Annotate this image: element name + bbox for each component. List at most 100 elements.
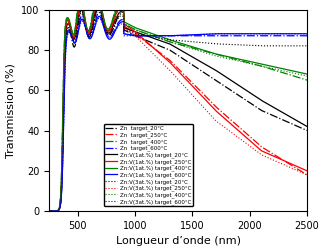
Zn  target_400°C <box>47 210 51 213</box>
Zn:V(3at.%) target_600°C <box>47 210 51 213</box>
Zn:V(1at.%) target_250°C <box>157 51 161 54</box>
Zn:V(3at.%) target_20°C <box>97 9 100 12</box>
Zn:V(1at.%) target_250°C <box>272 155 276 158</box>
Line: Zn:V(3at.%) target_250°C: Zn:V(3at.%) target_250°C <box>49 10 307 211</box>
Line: Zn  target_600°C: Zn target_600°C <box>49 12 307 211</box>
Zn:V(3at.%) target_600°C <box>305 32 309 35</box>
Zn:V(3at.%) target_600°C <box>146 34 150 37</box>
Zn  target_600°C <box>300 34 304 37</box>
Zn  target_20°C <box>157 44 161 47</box>
Zn:V(3at.%) target_600°C <box>92 28 96 32</box>
Zn  target_250°C <box>92 12 96 15</box>
Zn:V(3at.%) target_250°C <box>77 13 81 16</box>
Zn:V(1at.%) target_600°C <box>92 28 96 32</box>
Zn:V(1at.%) target_250°C <box>77 8 81 11</box>
Zn:V(3at.%) target_400°C <box>146 33 150 36</box>
Line: Zn:V(3at.%) target_600°C: Zn:V(3at.%) target_600°C <box>49 18 307 211</box>
Zn:V(1at.%) target_20°C <box>92 16 96 19</box>
Zn  target_20°C <box>272 115 276 118</box>
Zn  target_400°C <box>77 8 81 11</box>
Line: Zn  target_250°C: Zn target_250°C <box>49 10 307 211</box>
Zn  target_20°C <box>47 210 51 213</box>
Zn:V(1at.%) target_20°C <box>300 122 304 125</box>
Zn:V(3at.%) target_20°C <box>92 21 96 24</box>
Zn:V(3at.%) target_400°C <box>157 37 161 40</box>
Zn:V(3at.%) target_600°C <box>77 29 81 32</box>
Zn  target_400°C <box>92 8 96 11</box>
Zn:V(1at.%) target_400°C <box>92 8 96 11</box>
Zn:V(3at.%) target_20°C <box>272 44 276 47</box>
Zn:V(3at.%) target_250°C <box>78 8 82 11</box>
Zn  target_600°C <box>157 34 161 37</box>
X-axis label: Longueur d’onde (nm): Longueur d’onde (nm) <box>116 236 240 246</box>
Zn:V(3at.%) target_250°C <box>146 47 150 50</box>
Zn  target_400°C <box>75 8 79 11</box>
Zn  target_20°C <box>95 8 98 11</box>
Zn:V(1at.%) target_400°C <box>305 73 309 76</box>
Zn:V(1at.%) target_250°C <box>47 210 51 213</box>
Zn:V(1at.%) target_20°C <box>272 106 276 109</box>
Legend: Zn  target_20°C, Zn  target_250°C, Zn  target_400°C, Zn  target_600°C, Zn:V(1at.: Zn target_20°C, Zn target_250°C, Zn targ… <box>104 124 193 206</box>
Zn  target_600°C <box>146 34 150 37</box>
Line: Zn:V(1at.%) target_20°C: Zn:V(1at.%) target_20°C <box>49 10 307 211</box>
Line: Zn:V(3at.%) target_400°C: Zn:V(3at.%) target_400°C <box>49 10 307 211</box>
Zn:V(1at.%) target_600°C <box>272 32 276 35</box>
Zn:V(1at.%) target_20°C <box>78 8 82 11</box>
Zn:V(3at.%) target_400°C <box>77 8 81 11</box>
Line: Zn:V(3at.%) target_20°C: Zn:V(3at.%) target_20°C <box>49 10 307 211</box>
Zn:V(1at.%) target_600°C <box>47 210 51 213</box>
Zn  target_250°C <box>300 170 304 173</box>
Zn:V(1at.%) target_20°C <box>77 13 81 16</box>
Zn:V(3at.%) target_400°C <box>305 75 309 78</box>
Zn:V(1at.%) target_400°C <box>47 210 51 213</box>
Zn  target_20°C <box>92 20 96 23</box>
Zn:V(3at.%) target_20°C <box>146 35 150 38</box>
Zn:V(3at.%) target_600°C <box>300 32 304 35</box>
Zn  target_20°C <box>146 40 150 43</box>
Line: Zn:V(1at.%) target_600°C: Zn:V(1at.%) target_600°C <box>49 16 307 211</box>
Zn  target_400°C <box>272 69 276 72</box>
Line: Zn  target_400°C: Zn target_400°C <box>49 10 307 211</box>
Zn:V(3at.%) target_20°C <box>305 44 309 47</box>
Zn:V(1at.%) target_250°C <box>300 167 304 170</box>
Zn  target_250°C <box>157 51 161 54</box>
Zn:V(1at.%) target_250°C <box>305 169 309 172</box>
Zn  target_600°C <box>47 210 51 213</box>
Zn  target_20°C <box>305 129 309 132</box>
Zn  target_250°C <box>77 8 81 11</box>
Line: Zn:V(1at.%) target_400°C: Zn:V(1at.%) target_400°C <box>49 10 307 211</box>
Zn:V(3at.%) target_400°C <box>76 8 80 11</box>
Zn:V(1at.%) target_400°C <box>157 35 161 38</box>
Zn  target_20°C <box>77 20 81 23</box>
Zn:V(3at.%) target_600°C <box>157 34 161 37</box>
Zn  target_600°C <box>92 26 96 29</box>
Zn:V(3at.%) target_20°C <box>77 19 81 22</box>
Zn:V(3at.%) target_400°C <box>92 10 96 13</box>
Zn  target_400°C <box>157 37 161 40</box>
Zn  target_250°C <box>47 210 51 213</box>
Y-axis label: Transmission (%): Transmission (%) <box>6 63 16 158</box>
Line: Zn  target_20°C: Zn target_20°C <box>49 10 307 211</box>
Zn:V(1at.%) target_250°C <box>77 8 81 11</box>
Zn:V(3at.%) target_600°C <box>97 17 101 20</box>
Zn:V(1at.%) target_20°C <box>305 125 309 128</box>
Zn  target_600°C <box>272 34 276 37</box>
Zn:V(3at.%) target_400°C <box>47 210 51 213</box>
Zn  target_250°C <box>305 173 309 176</box>
Zn  target_600°C <box>77 26 81 29</box>
Zn:V(3at.%) target_20°C <box>157 37 161 40</box>
Zn:V(1at.%) target_400°C <box>77 8 81 11</box>
Zn  target_600°C <box>97 11 101 14</box>
Zn:V(1at.%) target_600°C <box>146 34 150 37</box>
Line: Zn:V(1at.%) target_250°C: Zn:V(1at.%) target_250°C <box>49 10 307 211</box>
Zn:V(1at.%) target_400°C <box>272 65 276 68</box>
Zn:V(1at.%) target_600°C <box>157 34 161 37</box>
Zn:V(3at.%) target_250°C <box>92 15 96 18</box>
Zn:V(1at.%) target_20°C <box>47 210 51 213</box>
Zn:V(1at.%) target_20°C <box>157 39 161 42</box>
Zn  target_400°C <box>305 79 309 82</box>
Zn:V(3at.%) target_250°C <box>300 171 304 174</box>
Zn  target_250°C <box>146 42 150 45</box>
Zn  target_250°C <box>272 153 276 156</box>
Zn:V(1at.%) target_600°C <box>305 32 309 35</box>
